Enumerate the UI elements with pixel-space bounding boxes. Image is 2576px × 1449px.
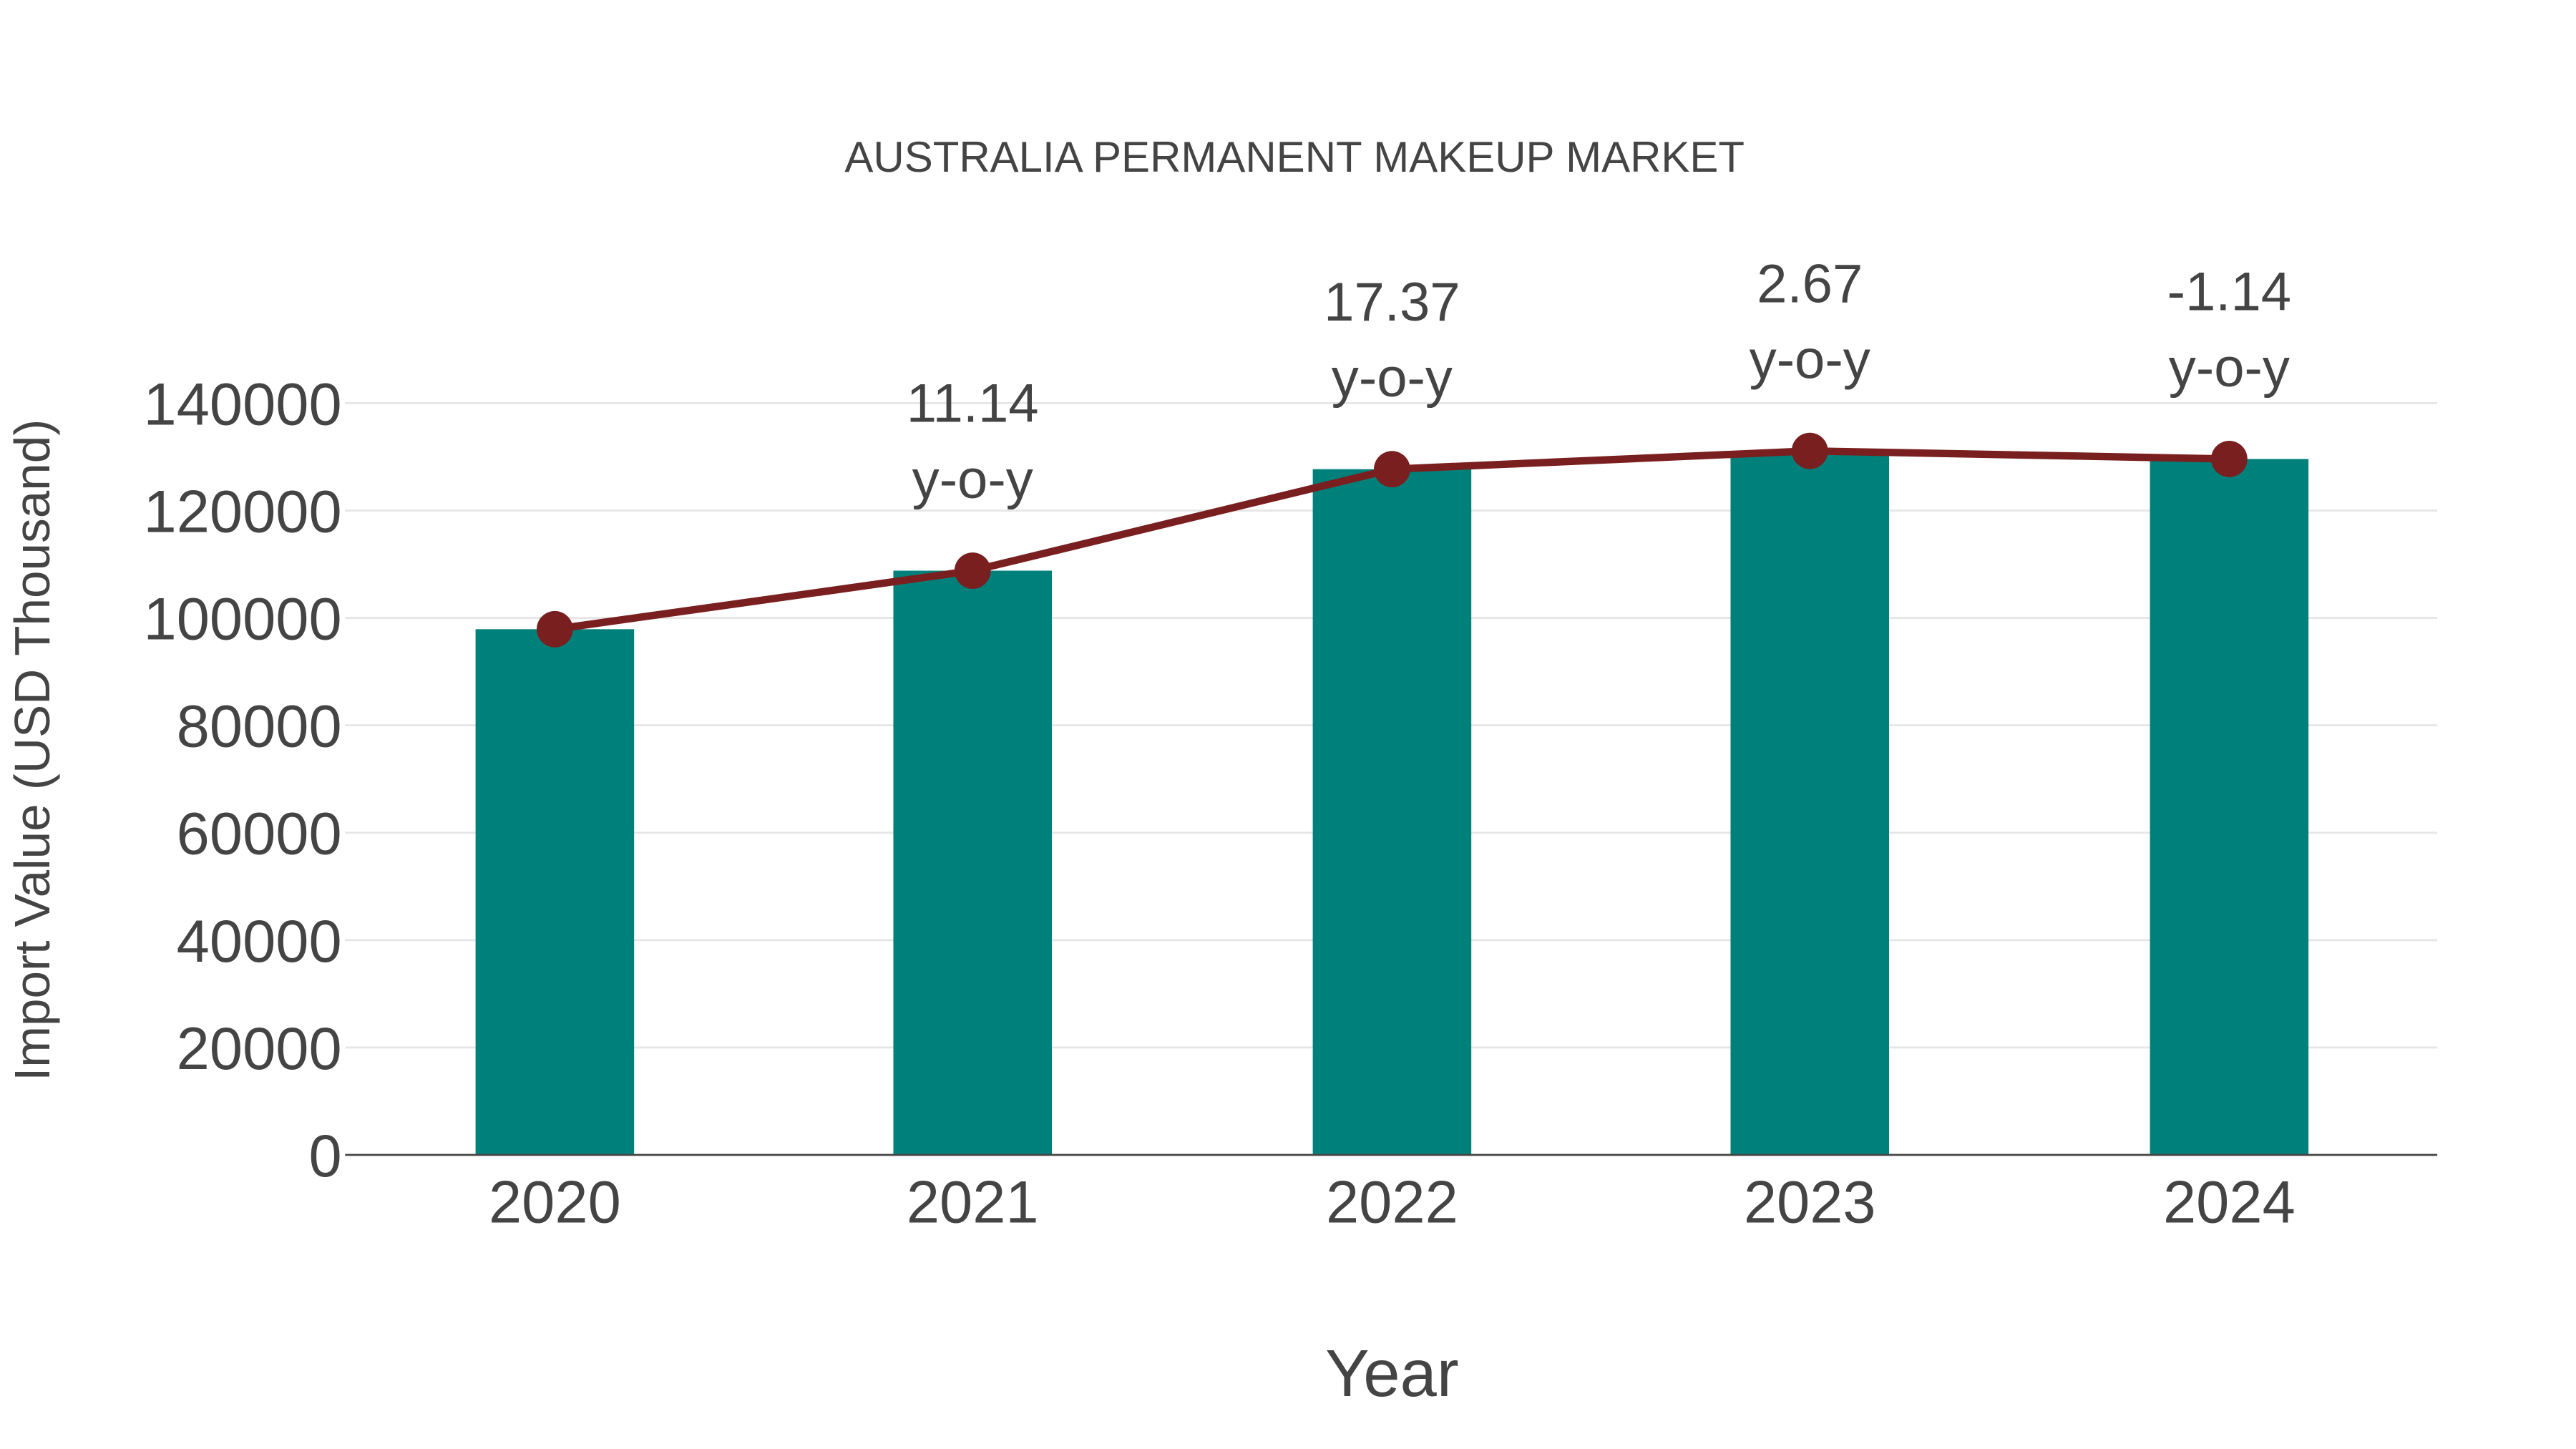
bars (475, 451, 2309, 1155)
yoy-value: 2.67 (1757, 253, 1863, 314)
x-tick-label: 2023 (1744, 1169, 1876, 1236)
yoy-label: y-o-y (1750, 330, 1870, 391)
y-tick-label: 120000 (143, 478, 341, 545)
yoy-annotations: 11.14 y-o-y 17.37 y-o-y 2.67 y-o-y -1.14 y-o-y (907, 253, 2291, 510)
x-tick-label: 2020 (489, 1169, 621, 1236)
y-tick-label: 80000 (177, 693, 342, 760)
bar-2024 (2150, 459, 2309, 1155)
y-axis-ticks: 0 20000 40000 60000 80000 100000 120000 140000 (143, 371, 341, 1189)
bar-2023 (1730, 451, 1889, 1155)
chart-title: AUSTRALIA PERMANENT MAKEUP MARKET (844, 133, 1745, 181)
trend-marker (1791, 432, 1828, 469)
y-tick-label: 40000 (177, 908, 342, 975)
bar-2022 (1312, 469, 1472, 1155)
y-tick-label: 60000 (177, 801, 342, 867)
x-axis-title: Year (1325, 1336, 1459, 1410)
trend-marker (1374, 451, 1410, 488)
bar-2020 (475, 629, 635, 1155)
yoy-value: 11.14 (907, 374, 1039, 434)
trend-line (537, 432, 2248, 648)
x-axis-ticks: 2020 2021 2022 2023 2024 (489, 1169, 2296, 1236)
y-tick-label: 140000 (143, 371, 341, 437)
y-tick-label: 20000 (177, 1015, 342, 1082)
trend-marker (2211, 441, 2248, 477)
x-tick-label: 2021 (907, 1169, 1039, 1236)
y-axis-title: Import Value (USD Thousand) (4, 419, 60, 1081)
x-tick-label: 2024 (2163, 1169, 2296, 1236)
yoy-value: -1.14 (2167, 262, 2292, 323)
y-tick-label: 0 (308, 1123, 341, 1189)
trend-marker (537, 610, 573, 648)
y-tick-label: 100000 (143, 586, 341, 653)
x-tick-label: 2022 (1326, 1169, 1458, 1236)
yoy-value: 17.37 (1324, 272, 1460, 333)
yoy-label: y-o-y (1332, 348, 1453, 409)
bar-2021 (893, 570, 1052, 1155)
trend-marker (954, 552, 991, 589)
yoy-label: y-o-y (912, 449, 1033, 510)
yoy-label: y-o-y (2169, 338, 2290, 399)
